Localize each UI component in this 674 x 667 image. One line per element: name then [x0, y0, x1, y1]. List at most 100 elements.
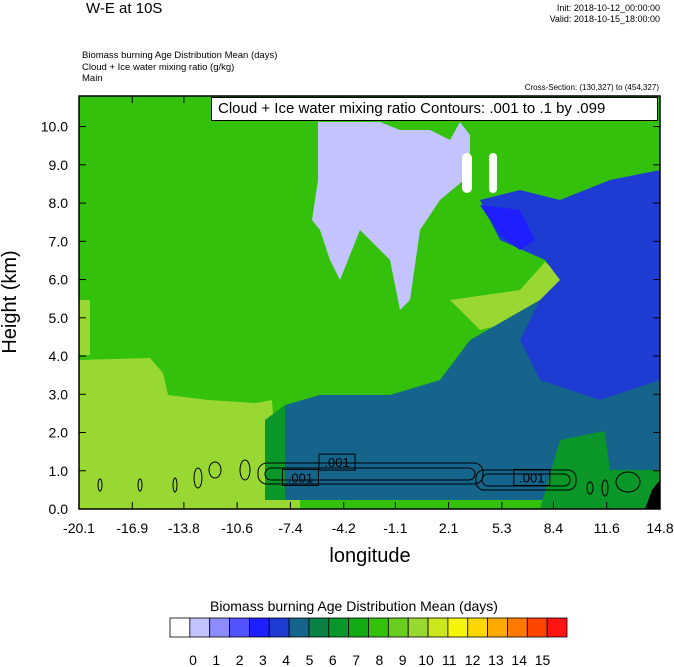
colorbar-label: 13	[488, 652, 504, 667]
contour-loop-4	[481, 473, 571, 487]
plot-title: W-E at 10S	[86, 0, 163, 17]
colorbar-swatch	[507, 617, 528, 638]
contour-label-box	[281, 468, 319, 486]
y-tick-label: 5.0	[49, 310, 69, 326]
colorbar-label: 11	[442, 652, 457, 667]
colorbar-swatch	[467, 617, 489, 638]
contour-loop-13	[615, 471, 641, 493]
y-tick-label: 8.0	[49, 195, 69, 211]
contour-loop-8	[193, 467, 203, 489]
field-white-streak-1	[462, 153, 472, 193]
colorbar-swatch	[387, 617, 409, 638]
field-light-green-left	[79, 358, 276, 460]
colorbar-swatch	[229, 617, 250, 638]
y-tick-label: 4.0	[49, 348, 69, 364]
x-tick-label: 14.8	[646, 520, 673, 536]
contour-loop-11	[586, 481, 594, 495]
field-line-1: Biomass burning Age Distribution Mean (d…	[82, 50, 278, 61]
colorbar-label: 9	[399, 652, 407, 667]
contour-loop-5	[97, 478, 103, 492]
colorbar: 0 1 2 3 4 5 6 7 8 9 10 11 12 13 14 15	[169, 617, 568, 667]
colorbar-label: 6	[329, 652, 337, 667]
field-lavender	[312, 122, 470, 310]
x-tick-label: 2.1	[439, 520, 459, 536]
colorbar-swatch	[526, 617, 548, 638]
x-tick-label: 8.4	[544, 520, 564, 536]
colorbar-label: 4	[282, 652, 290, 667]
x-tick-label: 5.3	[492, 520, 512, 536]
colorbar-swatch	[248, 617, 270, 638]
field-white-streak-2	[489, 153, 497, 193]
x-tick-label: -1.1	[383, 520, 407, 536]
colorbar-label: 14	[511, 652, 527, 667]
field-light-green-left2	[79, 300, 90, 355]
y-tick-label: 7.0	[49, 233, 69, 249]
x-axis: -20.1 -16.9 -13.8 -10.6 -7.4 -4.2 -1.1 2.1 5.3 8.…	[63, 96, 674, 536]
contour-loop-10	[239, 459, 251, 481]
cross-section-label: Cross-Section: (130,327) to (454,327)	[524, 83, 659, 92]
y-tick-label: 1.0	[49, 463, 69, 479]
colorbar-label: 5	[306, 652, 314, 667]
colorbar-swatch	[288, 617, 310, 638]
field-bright-blue	[480, 205, 535, 250]
colorbar-label: 15	[535, 652, 551, 667]
y-tick-label: 0.0	[49, 501, 69, 517]
x-axis-label: longitude	[329, 545, 410, 567]
colorbar-swatch	[368, 617, 389, 638]
field-line-2: Cloud + Ice water mixing ratio (g/kg)	[82, 62, 235, 73]
x-tick-label: -10.6	[221, 520, 253, 536]
contour-loop-3	[475, 469, 577, 491]
heatmap-field	[79, 96, 660, 509]
colorbar-swatch	[328, 617, 350, 638]
valid-time: Valid: 2018-10-15_18:00:00	[549, 14, 660, 24]
contour-info-box: Cloud + Ice water mixing ratio Contours:…	[211, 97, 658, 121]
contour-loop-12	[601, 479, 609, 497]
contour-info-text: Cloud + Ice water mixing ratio Contours:…	[218, 100, 606, 117]
y-tick-label: 9.0	[49, 157, 69, 173]
colorbar-title: Biomass burning Age Distribution Mean (d…	[210, 598, 498, 614]
field-teal-right	[600, 380, 660, 470]
x-tick-label: 11.6	[594, 520, 620, 536]
colorbar-swatch	[169, 617, 191, 638]
y-tick-label: 2.0	[49, 425, 69, 441]
contour-loop-2	[264, 467, 476, 481]
x-tick-label: -4.2	[332, 520, 356, 536]
field-green-lower	[265, 405, 285, 500]
y-tick-label: 6.0	[49, 272, 69, 288]
colorbar-swatch	[427, 617, 449, 638]
colorbar-swatch	[308, 617, 330, 638]
contour-label: .001	[324, 455, 349, 470]
colorbar-label: 0	[189, 652, 197, 667]
x-tick-label: -7.4	[278, 520, 302, 536]
colorbar-swatch	[546, 617, 568, 638]
contour-loop-9	[208, 461, 222, 479]
plot-frame	[78, 95, 661, 510]
colorbar-label: 12	[465, 652, 481, 667]
y-axis-label: Height (km)	[0, 250, 21, 353]
contour-label-box	[513, 468, 551, 486]
colorbar-swatch	[348, 617, 369, 638]
contour-value-labels: .001 .001 .001	[281, 453, 551, 486]
y-axis: 0.0 1.0 2.0 3.0 4.0 5.0 6.0 7.0 8.0 9.0 10.0	[41, 119, 660, 517]
colorbar-swatch	[447, 617, 469, 638]
colorbar-label: 1	[212, 652, 220, 667]
contour-label: .001	[288, 470, 313, 485]
y-tick-label: 10.0	[41, 119, 68, 135]
contour-label-box	[318, 453, 356, 471]
colorbar-swatch	[268, 617, 290, 638]
colorbar-label: 10	[418, 652, 434, 667]
y-tick-label: 3.0	[49, 386, 69, 402]
colorbar-swatch	[487, 617, 508, 638]
colorbar-swatch	[407, 617, 429, 638]
colorbar-swatch	[189, 617, 211, 638]
init-time: Init: 2018-10-12_00:00:00	[556, 3, 660, 13]
x-tick-label: -13.8	[168, 520, 200, 536]
colorbar-swatch	[209, 617, 230, 638]
contour-loop-1	[257, 462, 484, 485]
x-tick-label: -20.1	[63, 520, 95, 536]
colorbar-label: 8	[376, 652, 384, 667]
field-dark-corner	[645, 480, 660, 509]
contour-loop-6	[137, 478, 143, 492]
